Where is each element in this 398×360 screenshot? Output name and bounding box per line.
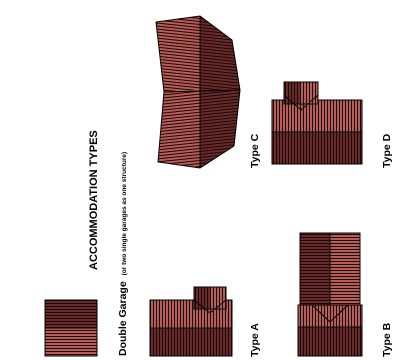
type-d-label: Type D bbox=[381, 133, 393, 168]
double-garage-label: Double Garage (or two single garages as … bbox=[117, 152, 129, 356]
double-garage-building bbox=[44, 299, 98, 357]
type-b-building bbox=[297, 232, 363, 357]
type-b-label: Type B bbox=[381, 322, 393, 357]
type-d-building bbox=[271, 81, 363, 165]
type-a-building bbox=[149, 286, 233, 357]
double-garage-label-text: Double Garage bbox=[117, 281, 129, 356]
page-title: ACCOMMODATION TYPES bbox=[88, 130, 100, 270]
type-c-label: Type C bbox=[249, 133, 261, 168]
double-garage-note: (or two single garages as one structure) bbox=[121, 152, 128, 276]
type-a-label: Type A bbox=[249, 323, 261, 357]
type-c-building bbox=[155, 15, 241, 169]
